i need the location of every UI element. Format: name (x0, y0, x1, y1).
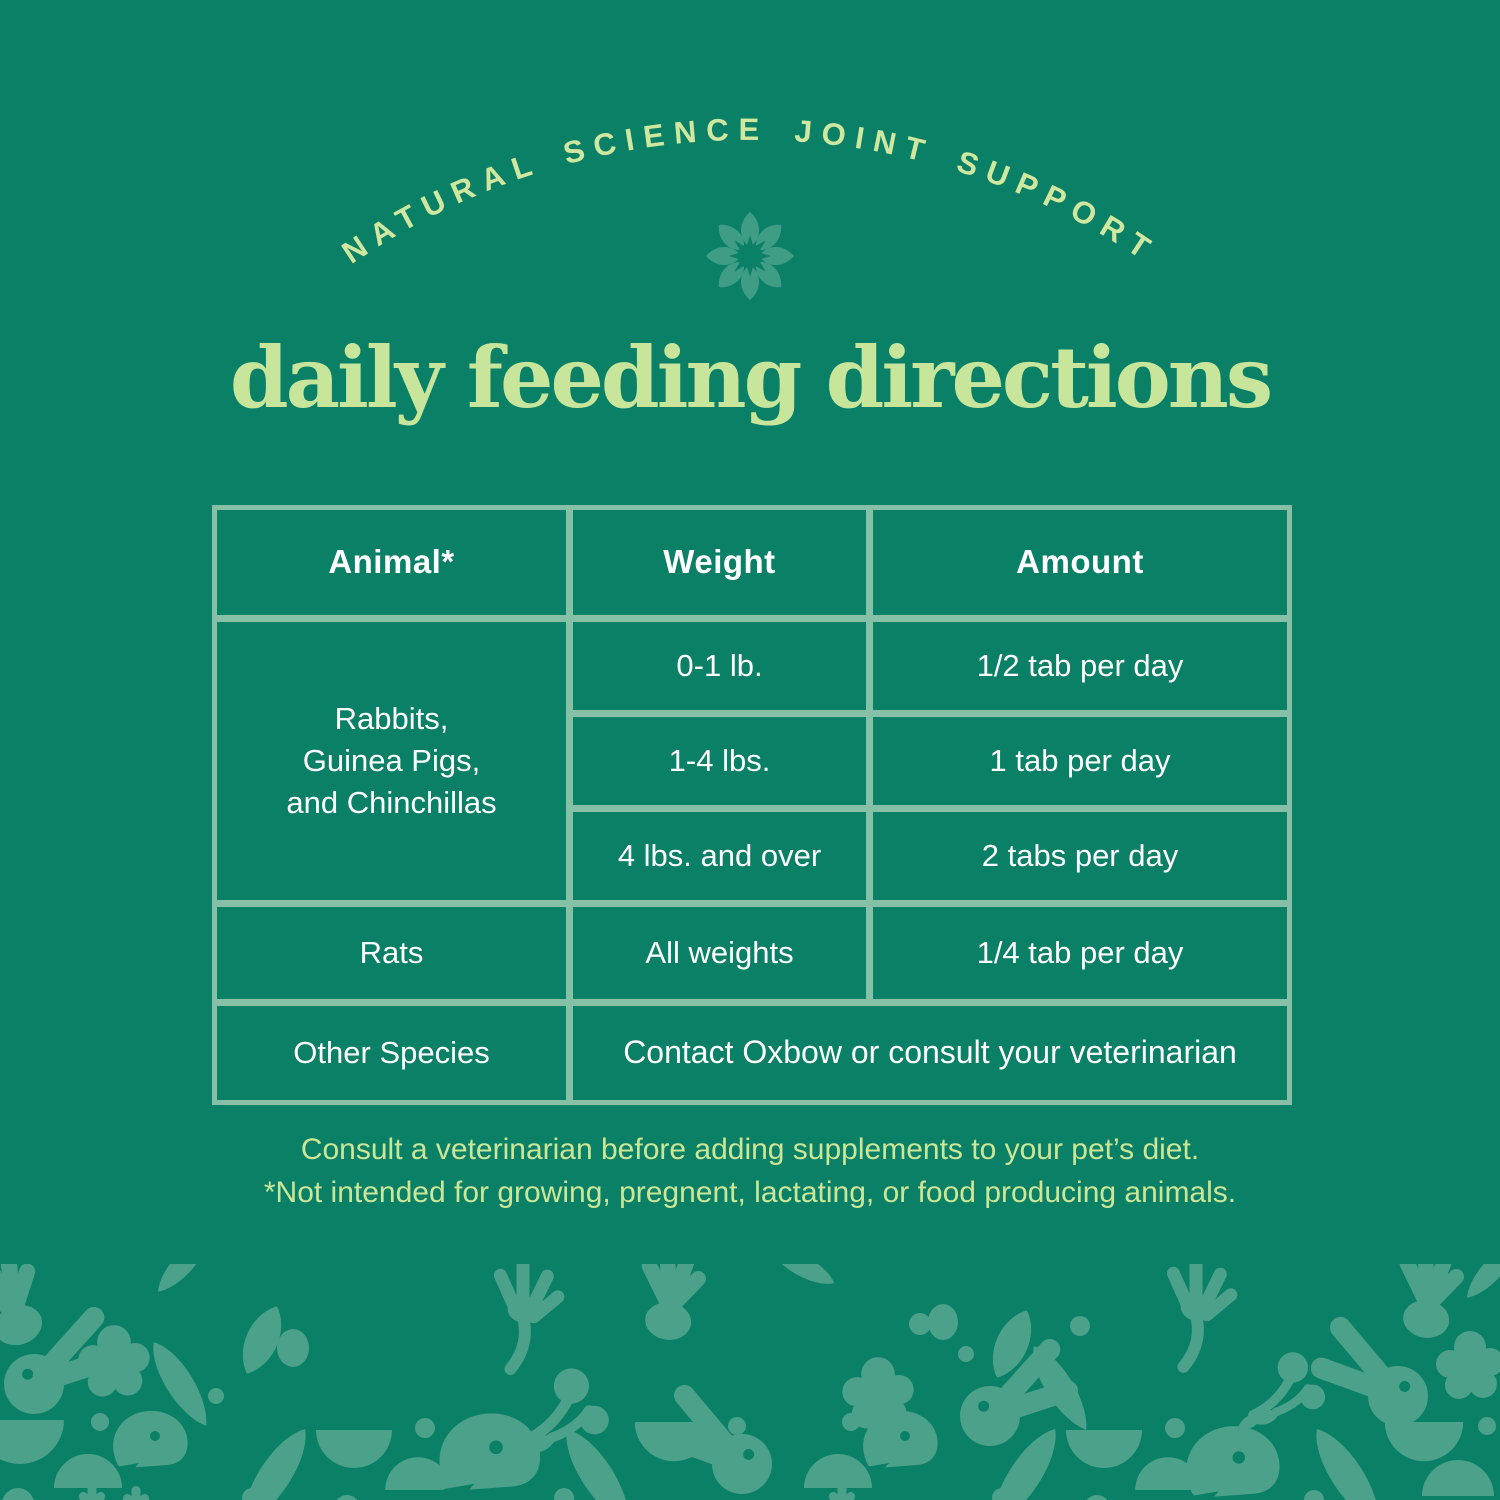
animal-cell-rabbits-guinea-pigs-chinchillas: Rabbits, Guinea Pigs, and Chinchillas (217, 622, 566, 900)
hand-leaf-icon (1386, 1264, 1471, 1343)
dot-shape (909, 1313, 931, 1335)
decorative-pattern-band (0, 1264, 1500, 1500)
dot-shape (277, 1329, 309, 1367)
dot-shape (415, 1418, 435, 1438)
column-header-animal: Animal* (217, 510, 566, 615)
star-cutout (729, 235, 771, 277)
arc-label: NATURAL SCIENCE JOINT SUPPORT (336, 112, 1155, 270)
hand-leaf-icon (0, 1264, 59, 1356)
bird-icon (113, 1410, 188, 1479)
page-title: daily feeding directions (229, 328, 1273, 427)
amount-cell: 1 tab per day (873, 717, 1287, 805)
footnote-line-1: Consult a veterinarian before adding sup… (300, 1133, 1200, 1166)
dot-shape (928, 1304, 958, 1340)
flower-petals (706, 212, 794, 300)
dot-shape (958, 1346, 974, 1362)
bowl-shape (316, 1430, 392, 1468)
dot-shape (2, 1488, 34, 1500)
dot-shape (842, 1413, 860, 1431)
pattern-motifs (0, 1264, 1500, 1500)
column-header-amount: Amount (873, 510, 1287, 615)
weight-cell: 1-4 lbs. (573, 717, 866, 805)
dot-shape (336, 1495, 358, 1500)
leaf-icon (150, 1264, 216, 1299)
tulip-flower-icon (482, 1264, 571, 1374)
dot-shape (1478, 1417, 1496, 1435)
bird-icon (439, 1413, 541, 1500)
footnotes: Consult a veterinarian before adding sup… (0, 1128, 1500, 1214)
leaf-icon (765, 1264, 839, 1292)
weight-cell: 0-1 lb. (573, 622, 866, 710)
amount-cell: 1/2 tab per day (873, 622, 1287, 710)
dome-shape (804, 1454, 872, 1488)
bird-icon (863, 1410, 938, 1479)
dot-shape (1070, 1316, 1090, 1336)
dot-shape (728, 1417, 746, 1435)
other-species-note-cell: Contact Oxbow or consult your veterinari… (573, 1006, 1287, 1100)
dome-shape (54, 1454, 122, 1488)
hand-leaf-icon (628, 1264, 713, 1345)
eight-petal-flower-icon (706, 212, 794, 300)
bowl-shape (1066, 1430, 1142, 1468)
animal-cell-rats: Rats (217, 907, 566, 999)
dot-shape (91, 1413, 109, 1431)
bird-icon (1186, 1426, 1280, 1500)
animal-cell-other-species: Other Species (217, 1006, 566, 1100)
tulip-flower-icon (1155, 1264, 1244, 1372)
column-header-weight: Weight (573, 510, 866, 615)
leaf-icon (1459, 1264, 1500, 1305)
bowl-shape (1384, 1422, 1464, 1462)
feeding-table: Animal* Weight Amount Rabbits, Guinea Pi… (212, 505, 1292, 1105)
dot-shape (1165, 1418, 1185, 1438)
leaf-icon (1303, 1420, 1393, 1500)
weight-cell: 4 lbs. and over (573, 812, 866, 900)
leaf-icon (1022, 1338, 1098, 1438)
sprout-tuft-icon (121, 1486, 151, 1500)
dot-shape (208, 1388, 224, 1404)
bowl-shape (0, 1420, 64, 1464)
clover-flower-icon (1436, 1331, 1500, 1399)
leaf-icon (229, 1420, 319, 1500)
dome-shape (1422, 1460, 1494, 1496)
amount-cell: 1/4 tab per day (873, 907, 1287, 999)
dot-shape (1086, 1495, 1108, 1500)
footnote-line-2: *Not intended for growing, pregnent, lac… (263, 1176, 1237, 1209)
weight-cell: All weights (573, 907, 866, 999)
amount-cell: 2 tabs per day (873, 812, 1287, 900)
